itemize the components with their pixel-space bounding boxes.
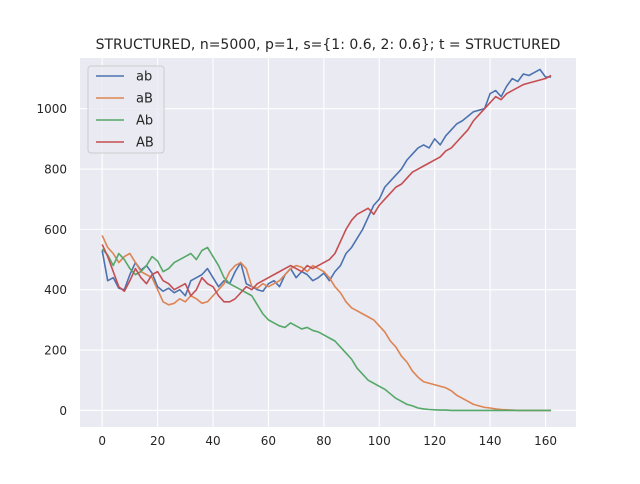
x-tick-label: 0 [98,434,106,448]
x-tick-label: 100 [368,434,391,448]
legend-label: Ab [136,114,153,129]
y-tick-label: 0 [59,404,67,418]
y-tick-label: 1000 [36,102,67,116]
legend: ab aB Ab AB [87,65,165,154]
series-line-ab [101,68,552,297]
y-tick-label: 400 [44,283,67,297]
x-axis: 0 20 40 60 80 100 120 140 160 [98,434,557,448]
x-tick-label: 140 [479,434,502,448]
y-tick-label: 600 [44,223,67,237]
legend-label: aB [136,92,153,107]
y-tick-label: 200 [44,344,67,358]
x-tick-label: 60 [261,434,276,448]
x-tick-label: 160 [534,434,557,448]
y-axis: 0 200 400 600 800 1000 [36,102,67,418]
series-line-Ab [101,246,552,412]
x-tick-label: 20 [150,434,165,448]
series-line-aB [101,235,552,412]
x-tick-label: 40 [205,434,220,448]
x-tick-label: 120 [423,434,446,448]
chart-title: STRUCTURED, n=5000, p=1, s={1: 0.6, 2: 0… [96,37,561,53]
legend-box [87,65,165,154]
series-line-AB [101,74,552,303]
y-tick-label: 800 [44,163,67,177]
legend-label: AB [136,136,154,151]
series-lines [101,68,552,412]
legend-label: ab [136,70,152,85]
x-tick-label: 80 [316,434,331,448]
